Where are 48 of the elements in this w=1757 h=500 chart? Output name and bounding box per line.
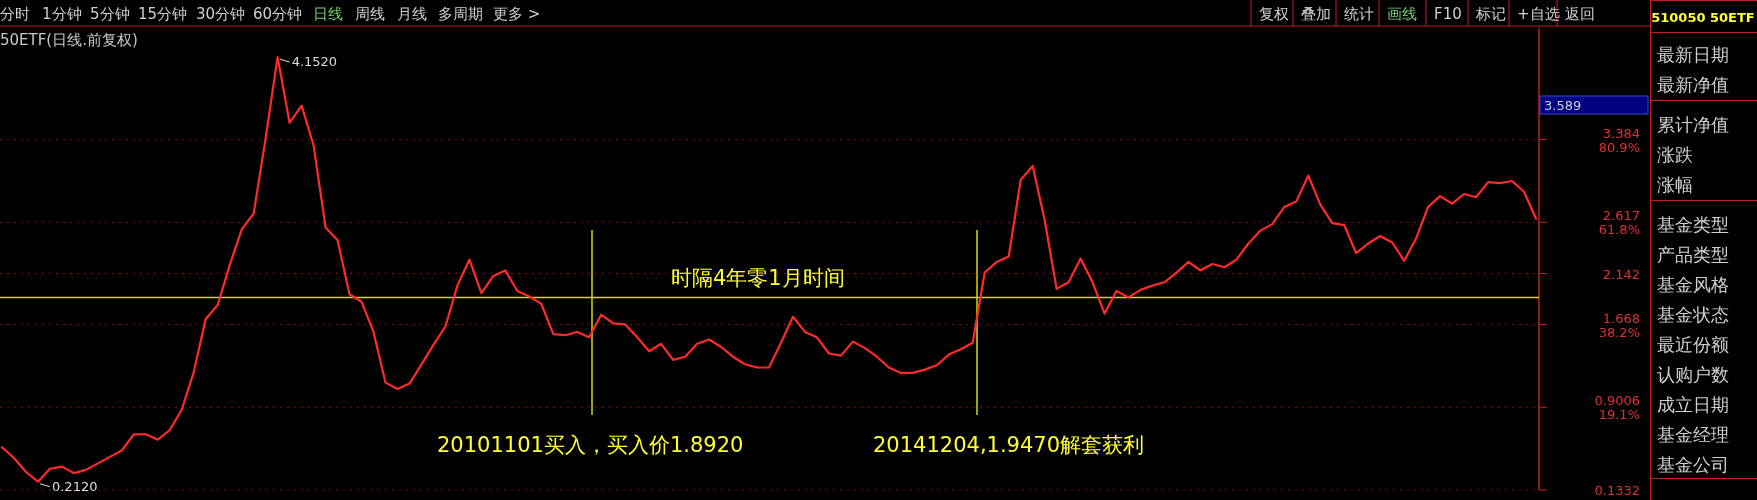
text: 日线 [313, 5, 343, 23]
text: 基金经理 [1657, 424, 1729, 445]
annotation: 20141204,1.9470解套获利 [873, 433, 1145, 457]
text: 累计净值 [1657, 114, 1729, 135]
y-tick-label: 1.668 38.2% [1598, 310, 1640, 340]
text: 统计 [1344, 5, 1374, 23]
text: 产品类型 [1657, 244, 1729, 265]
text: 叠加 [1301, 5, 1331, 23]
text: 周线 [355, 5, 385, 23]
y-tick-label: 0.1332 [1594, 483, 1640, 498]
text: 月线 [397, 5, 427, 23]
line-series [0, 56, 1538, 483]
text: 最新净值 [1657, 74, 1729, 95]
text: 基金状态 [1657, 304, 1729, 325]
text: 15分钟 [138, 5, 188, 23]
text: 更多 > [493, 5, 541, 23]
text: 画线 [1387, 5, 1417, 23]
annotation: 0.2120 [51, 478, 98, 494]
text: 基金类型 [1657, 214, 1729, 235]
chart-title: 50ETF(日线.前复权) [0, 31, 138, 49]
text: 基金风格 [1657, 274, 1729, 295]
text: 3.589 [1544, 98, 1582, 113]
text: F10 [1434, 5, 1462, 23]
text: 最近份额 [1657, 334, 1729, 355]
text: 510050 50ETF [1651, 10, 1755, 25]
text: 多周期 [438, 5, 483, 23]
text: 返回 [1565, 5, 1595, 23]
text: 最新日期 [1657, 44, 1729, 65]
y-tick-label: 3.384 80.9% [1598, 125, 1640, 155]
annotation: 4.1520 [291, 54, 338, 70]
annotation: 时隔4年零1月时间 [671, 266, 845, 290]
text: 认购户数 [1657, 364, 1729, 385]
text: 基金公司 [1657, 454, 1729, 475]
text: 成立日期 [1657, 394, 1729, 415]
y-tick-label: 2.617 61.8% [1598, 208, 1640, 238]
text: 30分钟 [196, 5, 246, 23]
text: +自选 [1517, 5, 1560, 23]
text: 60分钟 [253, 5, 303, 23]
text: 涨跌 [1657, 144, 1693, 165]
y-tick-label: 2.142 [1602, 266, 1640, 282]
annotation: 20101101买入，买入价1.8920 [437, 433, 744, 457]
text: 涨幅 [1657, 174, 1693, 195]
text: 复权 [1259, 5, 1289, 23]
text: 标记 [1475, 5, 1506, 23]
text: 1分钟 [42, 5, 82, 23]
text: 5分钟 [90, 5, 130, 23]
y-tick-label: 0.9006 19.1% [1594, 393, 1640, 423]
text: 分时 [0, 5, 30, 23]
